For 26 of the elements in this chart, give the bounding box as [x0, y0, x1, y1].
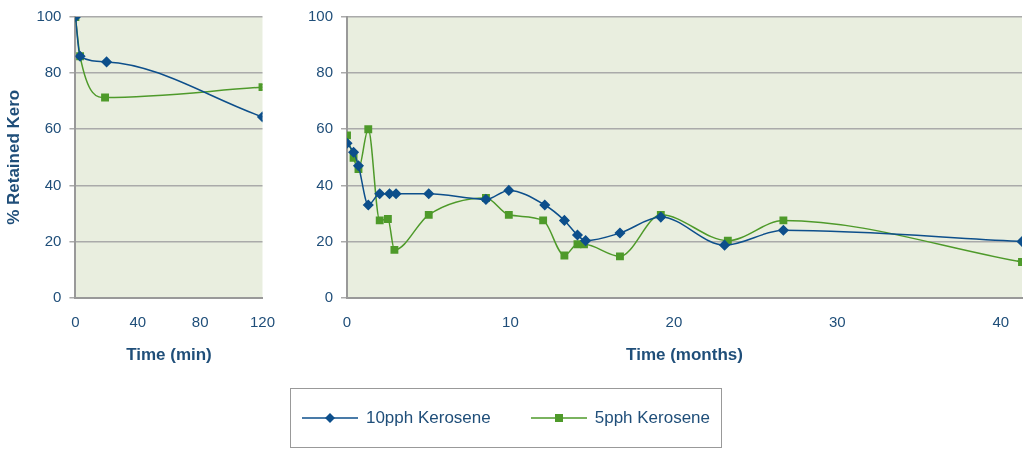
x-tick-label: 0: [71, 312, 80, 330]
y-tick-label: 20: [316, 231, 334, 249]
x-tick-label: 120: [249, 312, 275, 330]
x-tick-label: 0: [342, 312, 352, 330]
x-axis-title: Time (months): [626, 345, 743, 365]
y-tick-label: 80: [44, 63, 62, 81]
x-tick-label: 10: [502, 312, 519, 330]
y-tick-label: 0: [53, 287, 62, 305]
x-tick-label: 80: [191, 312, 209, 330]
y-tick-label: 80: [316, 63, 334, 81]
y-tick-label: 40: [44, 175, 62, 193]
y-tick-label: 20: [44, 231, 62, 249]
x-tick-label: 40: [129, 312, 147, 330]
x-axis-title: Time (min): [126, 345, 212, 365]
x-tick-label: 20: [665, 312, 683, 330]
legend-label: 5pph Kerosene: [594, 408, 711, 428]
y-tick-label: 40: [316, 175, 334, 193]
x-tick-label: 30: [828, 312, 846, 330]
y-tick-label: 100: [308, 7, 334, 25]
x-tick-label: 40: [992, 312, 1010, 330]
y-axis-title: % Retained Kero: [3, 89, 23, 225]
y-tick-label: 60: [316, 119, 334, 137]
y-tick-label: 0: [324, 287, 334, 305]
y-tick-label: 100: [36, 7, 62, 25]
legend-label: 10pph Kerosene: [365, 408, 491, 428]
y-tick-label: 60: [44, 119, 62, 137]
